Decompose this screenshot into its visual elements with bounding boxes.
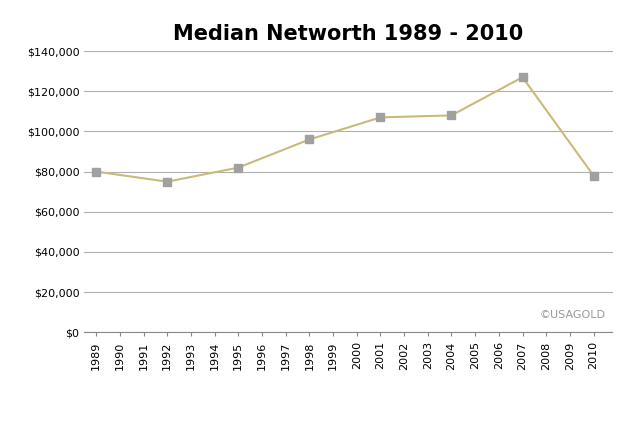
Title: Median Networth 1989 - 2010: Median Networth 1989 - 2010 [173,24,524,44]
Text: ©USAGOLD: ©USAGOLD [539,310,606,320]
